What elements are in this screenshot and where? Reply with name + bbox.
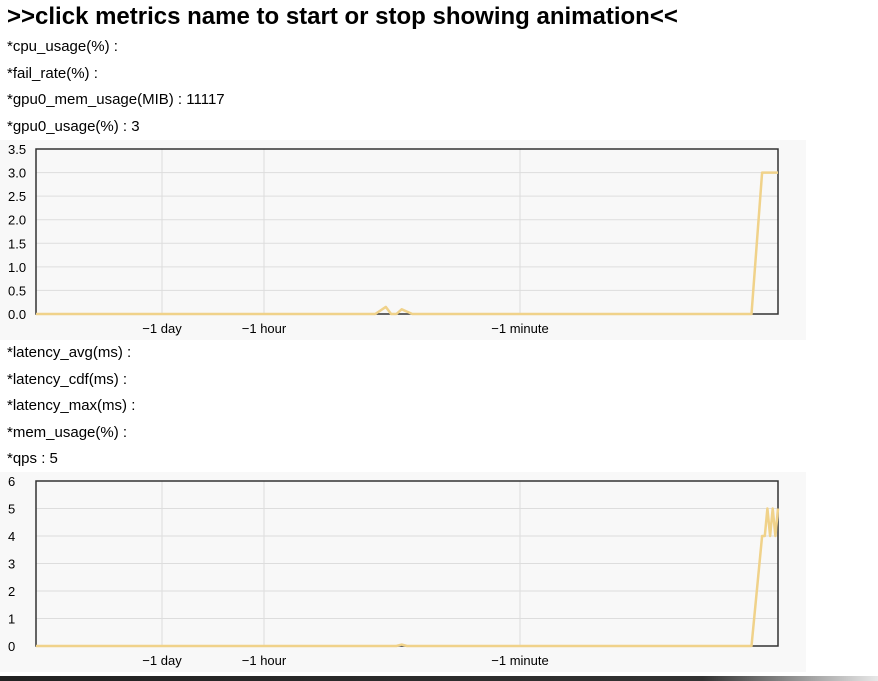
x-tick-label: −1 minute [491, 321, 548, 336]
metric-label: *fail_rate(%) : [7, 65, 98, 82]
qps-chart-svg: 6 5 4 3 2 1 0 −1 day −1 hour −1 minute [8, 474, 780, 668]
metric-label: *gpu0_mem_usage(MIB) : [7, 91, 183, 108]
y-tick-label: 1.0 [8, 260, 26, 275]
y-tick-label: 2.0 [8, 213, 26, 228]
metric-label: *latency_avg(ms) : [7, 344, 132, 361]
y-tick-label: 3.0 [8, 166, 26, 181]
window-bottom-edge [0, 676, 878, 681]
y-tick-label: 3 [8, 557, 15, 572]
x-tick-label: −1 hour [242, 321, 287, 336]
gpu0-usage-chart-svg: 3.5 3.0 2.5 2.0 1.5 1.0 0.5 0.0 −1 day −1 hour −1 … [8, 142, 779, 336]
plot-area [36, 149, 778, 314]
metric-latency-cdf[interactable]: *latency_cdf(ms) : [7, 371, 127, 388]
y-tick-label: 2.5 [8, 189, 26, 204]
metric-value: 5 [49, 450, 58, 467]
metric-value: 3 [131, 118, 140, 135]
metric-latency-max[interactable]: *latency_max(ms) : [7, 397, 135, 414]
metric-label: *cpu_usage(%) : [7, 38, 118, 55]
y-tick-label: 1 [8, 612, 15, 627]
y-tick-label: 0.0 [8, 307, 26, 322]
gpu0-usage-chart: 3.5 3.0 2.5 2.0 1.5 1.0 0.5 0.0 −1 day −1 hour −1 … [0, 140, 806, 340]
metric-label: *gpu0_usage(%) : [7, 118, 128, 135]
x-tick-label: −1 day [142, 653, 182, 668]
y-tick-label: 4 [8, 529, 15, 544]
metric-gpu0-mem-usage[interactable]: *gpu0_mem_usage(MIB) : 11117 [7, 91, 225, 108]
y-tick-label: 5 [8, 502, 15, 517]
y-tick-label: 6 [8, 474, 15, 489]
metric-cpu-usage[interactable]: *cpu_usage(%) : [7, 38, 118, 55]
x-tick-label: −1 hour [242, 653, 287, 668]
y-tick-label: 2 [8, 584, 15, 599]
metric-latency-avg[interactable]: *latency_avg(ms) : [7, 344, 131, 361]
y-tick-label: 0.5 [8, 283, 26, 298]
metric-label: *qps : [7, 450, 46, 467]
metric-label: *mem_usage(%) : [7, 424, 128, 441]
metric-value: 11117 [186, 91, 225, 108]
plot-border [35, 148, 779, 315]
y-tick-label: 3.5 [8, 142, 26, 157]
qps-chart: 6 5 4 3 2 1 0 −1 day −1 hour −1 minute [0, 472, 806, 672]
series-line-qps [36, 507, 780, 648]
metric-qps[interactable]: *qps : 5 [7, 450, 58, 467]
page-title: >>click metrics name to start or stop sh… [7, 3, 678, 30]
x-tick-label: −1 minute [491, 653, 548, 668]
metric-mem-usage[interactable]: *mem_usage(%) : [7, 424, 127, 441]
y-tick-label: 0 [8, 639, 15, 654]
metric-gpu0-usage[interactable]: *gpu0_usage(%) : 3 [7, 118, 140, 135]
metric-label: *latency_cdf(ms) : [7, 371, 128, 388]
x-tick-label: −1 day [142, 321, 182, 336]
metric-label: *latency_max(ms) : [7, 397, 136, 414]
series-line-gpu0_usage [36, 171, 778, 316]
y-tick-label: 1.5 [8, 236, 26, 251]
metric-fail-rate[interactable]: *fail_rate(%) : [7, 65, 98, 82]
